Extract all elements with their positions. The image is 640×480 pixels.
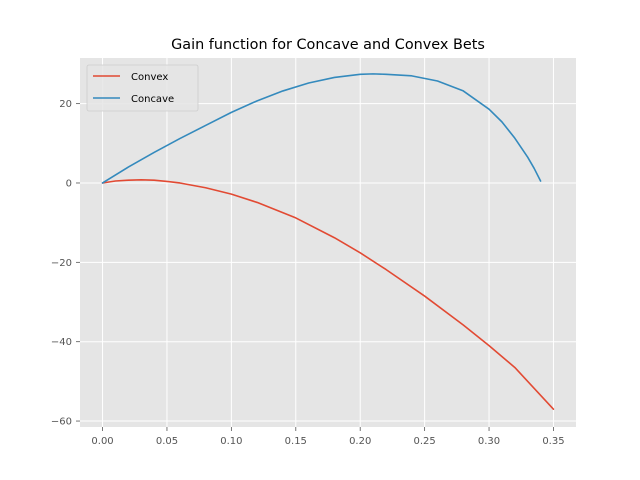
- x-tick-label: 0.20: [349, 436, 371, 447]
- y-tick-label: 20: [59, 99, 72, 110]
- x-tick-label: 0.30: [478, 436, 500, 447]
- x-axis-ticks: 0.00 0.05 0.10 0.15 0.20 0.25 0.30 0.35: [91, 427, 565, 447]
- series-line-convex: [101, 179, 555, 410]
- legend-label-concave: Concave: [131, 94, 174, 105]
- legend-label-convex: Convex: [131, 72, 168, 83]
- series-layer: [101, 73, 555, 410]
- x-tick-label: 0.15: [285, 436, 307, 447]
- y-tick-label: 0: [66, 178, 72, 189]
- y-axis-ticks: −60 −40 −20 0 20: [51, 99, 80, 428]
- y-tick-label: −60: [51, 417, 72, 428]
- grid-lines: [80, 58, 576, 427]
- y-tick-label: −40: [51, 337, 72, 348]
- chart-title: Gain function for Concave and Convex Bet…: [171, 37, 485, 53]
- x-tick-label: 0.05: [156, 436, 178, 447]
- x-tick-label: 0.00: [91, 436, 113, 447]
- y-tick-label: −20: [51, 258, 72, 269]
- x-tick-label: 0.25: [413, 436, 435, 447]
- legend: Convex Concave: [86, 64, 199, 112]
- series-line-concave: [101, 73, 542, 184]
- x-tick-label: 0.10: [220, 436, 242, 447]
- plot-background: [80, 58, 576, 427]
- x-tick-label: 0.35: [542, 436, 564, 447]
